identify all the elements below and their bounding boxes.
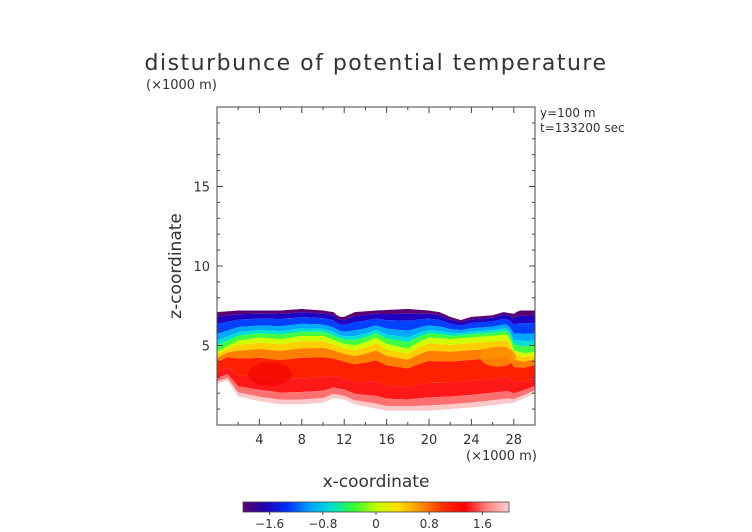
x-tick-label-5: 24 xyxy=(463,433,480,448)
field-band-positive-2 xyxy=(217,340,535,362)
x-tick-label-2: 12 xyxy=(336,433,353,448)
y-tick-label-1: 10 xyxy=(193,260,210,275)
y-axis-ticks: 5 10 15 xyxy=(193,122,535,410)
chart-title: disturbunce of potential temperature xyxy=(145,51,608,76)
field-warm-core xyxy=(248,362,292,387)
colorbar-tick-label-1: −0.8 xyxy=(308,517,337,531)
field-band-positive-5 xyxy=(217,367,535,400)
x-axis-label: x-coordinate xyxy=(323,472,430,492)
field-band-positive-3 xyxy=(217,347,535,369)
annotation-t: t=133200 sec xyxy=(540,121,625,135)
field-band-negative-2 xyxy=(217,312,535,326)
field-band-negative-4 xyxy=(217,323,535,342)
field-band-negative-1 xyxy=(217,308,535,323)
colorbar-ticks: −1.6 −0.8 0 0.8 1.6 xyxy=(255,512,492,531)
field-band-positive-7 xyxy=(217,378,535,411)
colorbar xyxy=(242,501,510,513)
x-tick-label-1: 8 xyxy=(298,433,306,448)
x-tick-label-6: 28 xyxy=(506,433,523,448)
x-axis-unit: (×1000 m) xyxy=(466,449,537,464)
field-warm-pocket xyxy=(479,346,516,367)
field-band-positive-6 xyxy=(217,374,535,407)
title-unit: (×1000 m) xyxy=(146,78,217,93)
y-axis-label: z-coordinate xyxy=(166,213,186,319)
field-band-positive-4 xyxy=(217,356,535,388)
field-band-negative-5 xyxy=(217,328,535,347)
x-tick-label-3: 16 xyxy=(378,433,395,448)
field-band-negative-6 xyxy=(217,331,535,354)
field-band-positive-1 xyxy=(217,334,535,357)
x-axis-ticks: 4 8 12 16 20 24 28 xyxy=(237,107,523,448)
x-tick-label-0: 4 xyxy=(255,433,263,448)
annotation-y: y=100 m xyxy=(540,106,596,120)
colorbar-tick-label-0: −1.6 xyxy=(255,517,284,531)
field-band-negative-3 xyxy=(217,317,535,335)
colorbar-tick-label-4: 1.6 xyxy=(473,517,492,531)
colorbar-tick-label-2: 0 xyxy=(372,517,380,531)
x-tick-label-4: 20 xyxy=(421,433,438,448)
colorbar-tick-label-3: 0.8 xyxy=(420,517,439,531)
potential-temperature-field xyxy=(217,308,535,411)
y-tick-label-0: 5 xyxy=(202,340,210,355)
y-tick-label-2: 15 xyxy=(193,181,210,196)
